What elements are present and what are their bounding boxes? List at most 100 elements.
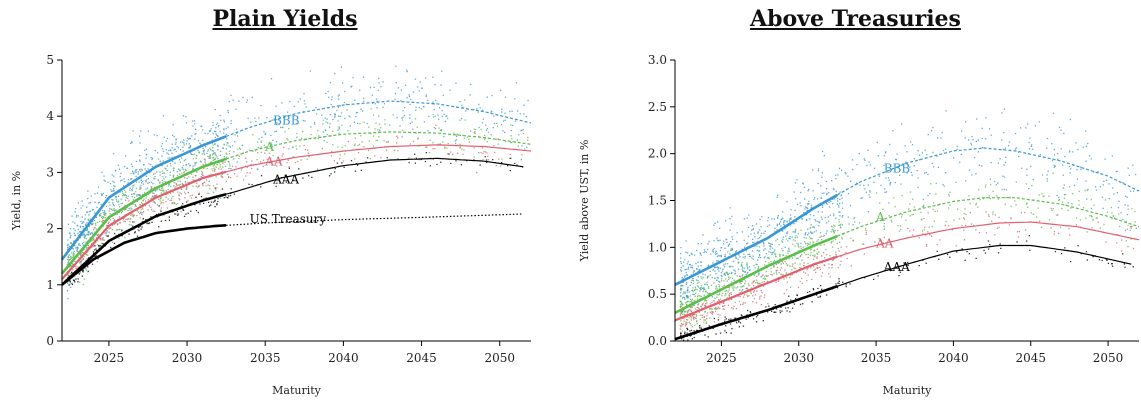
scatter-point-bbb xyxy=(356,111,358,114)
scatter-point-bbb xyxy=(412,128,414,130)
scatter-point-aa xyxy=(209,185,211,187)
scatter-point-aa xyxy=(759,284,761,286)
scatter-point-a xyxy=(341,146,343,149)
scatter-point-bbb xyxy=(1001,139,1003,141)
scatter-point-aaa xyxy=(460,164,462,166)
scatter-point-bbb xyxy=(74,222,76,224)
scatter-point-a xyxy=(468,138,470,140)
scatter-point-a xyxy=(72,254,74,256)
scatter-point-a xyxy=(809,241,811,243)
scatter-point-bbb xyxy=(839,191,841,193)
scatter-point-bbb xyxy=(785,235,787,237)
scatter-point-aaa xyxy=(725,332,728,334)
scatter-point-bbb xyxy=(119,175,121,178)
scatter-point-a xyxy=(189,165,191,167)
scatter-point-a xyxy=(483,134,486,136)
scatter-point-a xyxy=(123,194,125,197)
scatter-point-a xyxy=(187,181,189,183)
scatter-point-bbb xyxy=(1005,156,1007,158)
series-tail-a xyxy=(225,131,532,160)
scatter-point-a xyxy=(816,252,818,254)
scatter-point-bbb xyxy=(131,165,133,168)
scatter-point-bbb xyxy=(349,125,351,127)
scatter-point-a xyxy=(131,193,133,196)
scatter-point-a xyxy=(374,128,376,130)
scatter-point-bbb xyxy=(197,149,199,152)
scatter-point-a xyxy=(181,167,183,169)
scatter-point-bbb xyxy=(103,210,106,212)
scatter-point-bbb xyxy=(89,202,92,204)
scatter-point-bbb xyxy=(105,196,107,199)
scatter-point-aaa xyxy=(142,217,144,220)
scatter-point-a xyxy=(184,169,187,171)
scatter-point-aa xyxy=(748,284,750,287)
scatter-point-aa xyxy=(251,167,253,170)
scatter-point-bbb xyxy=(192,167,194,169)
scatter-point-aaa xyxy=(1101,259,1103,262)
scatter-point-aa xyxy=(257,152,259,154)
scatter-point-aa xyxy=(679,306,681,308)
scatter-point-aa xyxy=(923,217,925,220)
scatter-point-aaa xyxy=(812,289,815,291)
scatter-point-aaa xyxy=(821,288,823,290)
scatter-point-bbb xyxy=(839,215,841,217)
scatter-point-bbb xyxy=(1104,158,1106,160)
scatter-point-a xyxy=(130,172,132,175)
scatter-point-bbb xyxy=(857,183,859,185)
scatter-point-bbb xyxy=(768,242,770,244)
scatter-point-bbb xyxy=(820,197,822,199)
scatter-point-bbb xyxy=(1057,158,1059,160)
scatter-point-bbb xyxy=(101,194,103,196)
scatter-point-bbb xyxy=(441,70,443,72)
scatter-point-bbb xyxy=(360,108,362,110)
scatter-point-aaa xyxy=(790,299,792,301)
scatter-point-a xyxy=(432,113,434,116)
scatter-point-bbb xyxy=(770,243,772,245)
scatter-point-a xyxy=(681,313,684,315)
scatter-point-bbb xyxy=(404,84,407,86)
scatter-point-a xyxy=(805,243,807,245)
scatter-point-aa xyxy=(153,201,155,204)
scatter-point-a xyxy=(505,140,507,143)
scatter-point-bbb xyxy=(757,259,759,261)
scatter-point-bbb xyxy=(456,135,458,137)
scatter-point-a xyxy=(466,136,469,138)
scatter-point-aa xyxy=(221,176,223,179)
scatter-point-aaa xyxy=(77,278,79,280)
scatter-point-aa xyxy=(96,234,99,236)
scatter-point-a xyxy=(753,280,756,282)
scatter-point-bbb xyxy=(83,221,85,223)
scatter-point-bbb xyxy=(75,247,77,249)
scatter-point-a xyxy=(183,160,185,162)
scatter-point-aaa xyxy=(68,275,70,277)
scatter-point-aa xyxy=(835,251,837,253)
scatter-point-aa xyxy=(203,167,205,169)
scatter-point-a xyxy=(463,137,465,139)
scatter-point-aaa xyxy=(725,318,727,320)
scatter-point-bbb xyxy=(696,268,698,270)
scatter-point-bbb xyxy=(227,160,229,163)
scatter-point-bbb xyxy=(113,185,115,187)
scatter-point-aa xyxy=(680,331,682,334)
scatter-point-a xyxy=(70,257,72,259)
scatter-point-bbb xyxy=(684,268,686,271)
scatter-point-bbb xyxy=(809,218,811,220)
scatter-point-aaa xyxy=(898,275,900,277)
scatter-point-bbb xyxy=(338,94,340,96)
scatter-point-bbb xyxy=(685,294,687,297)
scatter-point-aaa xyxy=(91,263,94,265)
scatter-point-aa xyxy=(509,153,512,156)
scatter-point-a xyxy=(280,160,282,162)
scatter-point-aaa xyxy=(87,266,89,268)
scatter-point-bbb xyxy=(92,223,94,225)
scatter-point-a xyxy=(693,304,696,306)
scatter-point-bbb xyxy=(956,148,958,150)
scatter-point-bbb xyxy=(752,255,754,257)
scatter-point-bbb xyxy=(427,130,429,132)
scatter-point-a xyxy=(775,271,777,273)
scatter-point-aa xyxy=(106,225,108,227)
scatter-point-aaa xyxy=(87,270,89,273)
scatter-point-a xyxy=(794,228,797,231)
scatter-point-a xyxy=(879,202,881,204)
scatter-point-a xyxy=(722,286,724,288)
